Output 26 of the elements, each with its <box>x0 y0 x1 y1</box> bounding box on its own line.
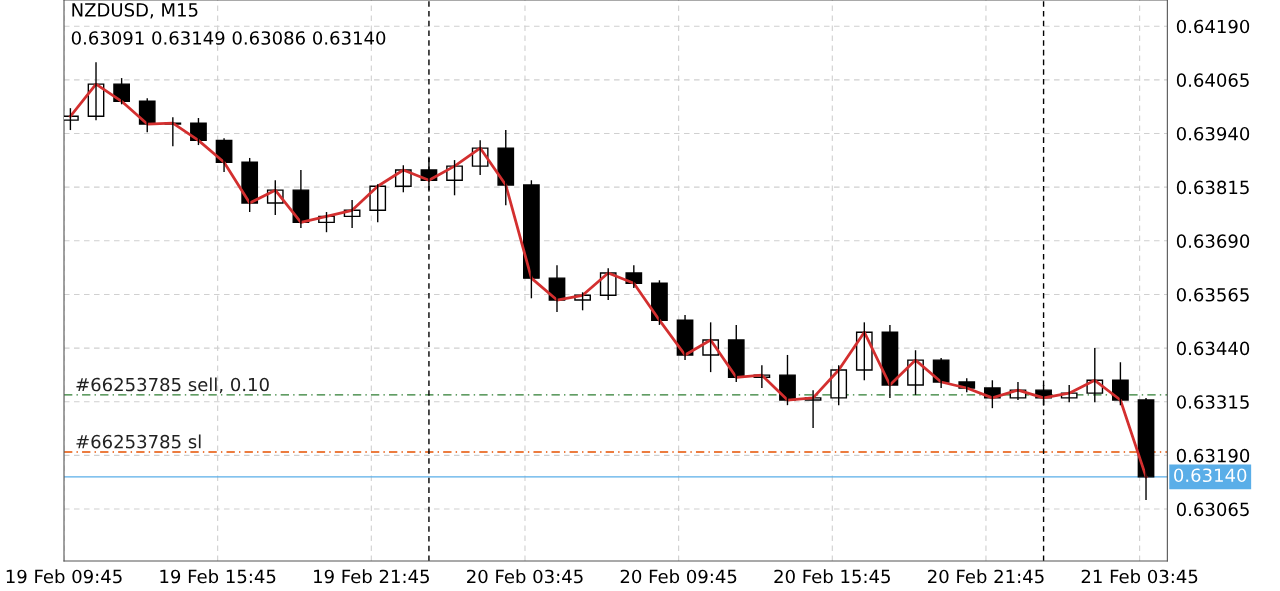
y-tick-label: 0.63065 <box>1176 502 1249 517</box>
y-tick-label: 0.63315 <box>1176 395 1249 409</box>
x-tick-label: 19 Feb 09:45 <box>6 569 122 584</box>
ref-line-label: 0.63140 <box>1174 468 1247 483</box>
x-tick-label: 19 Feb 15:45 <box>160 569 276 584</box>
x-tick-label: 20 Feb 21:45 <box>928 569 1044 584</box>
y-tick-label: 0.63815 <box>1176 180 1249 195</box>
x-tick-label: 21 Feb 03:45 <box>1081 569 1198 584</box>
chart-title: NZDUSD, M15 <box>72 3 198 19</box>
y-tick-label: 0.64065 <box>1176 73 1249 87</box>
y-tick-label: 0.63690 <box>1176 234 1250 248</box>
ref-line-label: #66253785 sell, 0.10 <box>76 377 269 394</box>
candlestick <box>830 364 848 406</box>
text: 0.63091 0.63149 0.63086 0.63140 <box>71 31 386 45</box>
y-tick-label: 0.63440 <box>1176 341 1250 356</box>
y-tick-label: 0.63190 <box>1176 448 1250 463</box>
x-tick-label: 20 Feb 03:45 <box>467 569 583 584</box>
x-tick-label: 20 Feb 09:45 <box>620 569 737 584</box>
y-tick-label: 0.63565 <box>1176 287 1249 302</box>
ref-line-label: #66253785 sl <box>76 434 201 449</box>
x-tick-label: 19 Feb 21:45 <box>314 569 429 584</box>
candlestick <box>523 179 540 299</box>
candlestick <box>497 129 515 206</box>
y-tick-label: 0.64190 <box>1176 19 1250 34</box>
x-tick-label: 20 Feb 15:45 <box>774 569 890 584</box>
y-tick-label: 0.63940 <box>1176 126 1250 141</box>
